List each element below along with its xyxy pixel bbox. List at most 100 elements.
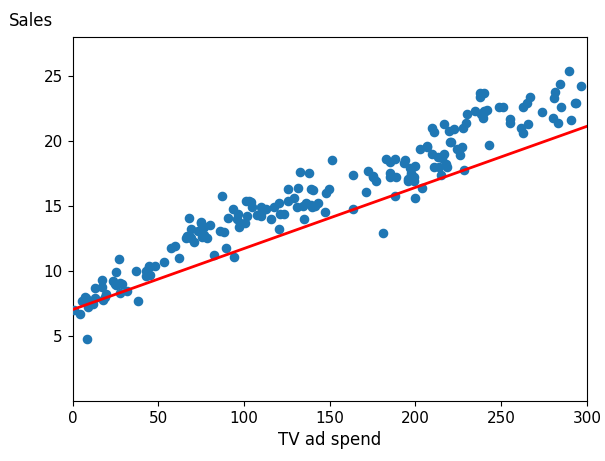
Point [506, 119, 515, 126]
Point [82, 335, 92, 343]
Point [90, 295, 100, 302]
Point [112, 269, 122, 276]
Point [409, 174, 419, 181]
Point [256, 204, 266, 211]
Point [194, 227, 203, 234]
Point [525, 93, 535, 100]
Point [557, 103, 566, 111]
Point [390, 155, 399, 163]
Point [283, 197, 293, 205]
Point [217, 192, 227, 199]
Point [537, 109, 546, 116]
Point [246, 198, 256, 206]
Point [198, 223, 208, 230]
Point [434, 153, 443, 160]
Point [83, 304, 93, 311]
Point [184, 214, 194, 221]
Point [198, 223, 208, 230]
Point [170, 242, 180, 250]
Point [232, 215, 241, 223]
Point [81, 295, 91, 302]
Point [522, 100, 532, 107]
Point [189, 239, 198, 246]
Point [422, 144, 432, 151]
Point [290, 195, 299, 202]
Point [415, 145, 425, 153]
Point [324, 185, 334, 193]
Point [564, 67, 574, 74]
Point [267, 215, 276, 223]
Point [364, 167, 373, 175]
Point [82, 296, 92, 303]
Point [274, 200, 284, 207]
Point [434, 163, 443, 171]
Point [133, 297, 143, 305]
Point [101, 291, 111, 298]
Point [313, 200, 322, 207]
Point [548, 114, 558, 121]
Point [293, 184, 303, 191]
Point [131, 267, 141, 275]
Point [479, 109, 489, 116]
Point [485, 141, 494, 148]
Point [327, 157, 337, 164]
Point [385, 174, 394, 181]
Point [252, 212, 261, 219]
Point [455, 152, 465, 159]
Point [304, 170, 314, 177]
Point [479, 89, 489, 96]
Point [97, 277, 107, 284]
Point [233, 210, 243, 218]
Point [144, 262, 154, 270]
Point [275, 210, 285, 218]
Point [361, 188, 371, 195]
Point [445, 127, 454, 134]
Point [196, 219, 206, 226]
Point [452, 145, 462, 153]
Point [256, 213, 266, 220]
Point [368, 172, 378, 180]
Point [348, 171, 358, 178]
Point [320, 209, 330, 216]
Point [476, 110, 486, 117]
Point [371, 177, 381, 185]
Point [410, 195, 420, 202]
Point [405, 165, 415, 172]
Point [77, 297, 87, 305]
Point [479, 107, 488, 115]
Point [385, 170, 394, 177]
Point [549, 95, 558, 102]
Point [400, 157, 410, 164]
Point [475, 89, 485, 96]
Point [409, 177, 419, 185]
Point [295, 168, 304, 176]
Point [142, 272, 151, 280]
Point [111, 280, 120, 288]
Point [175, 254, 185, 262]
Point [223, 214, 232, 221]
Point [461, 119, 471, 126]
Point [166, 244, 176, 251]
Point [274, 226, 284, 233]
X-axis label: TV ad spend: TV ad spend [278, 431, 381, 449]
Point [576, 83, 586, 90]
Point [299, 215, 309, 223]
Point [215, 227, 224, 234]
Point [151, 262, 160, 270]
Point [442, 163, 452, 171]
Point [550, 88, 560, 95]
Point [198, 231, 208, 238]
Point [185, 234, 195, 241]
Point [441, 161, 451, 168]
Point [385, 158, 394, 165]
Point [518, 103, 528, 111]
Point [244, 197, 253, 205]
Point [235, 219, 244, 226]
Point [186, 235, 196, 242]
Point [197, 234, 206, 241]
Point [429, 128, 439, 136]
Point [348, 205, 358, 212]
Point [446, 139, 456, 146]
Point [69, 306, 79, 313]
Point [475, 93, 485, 100]
